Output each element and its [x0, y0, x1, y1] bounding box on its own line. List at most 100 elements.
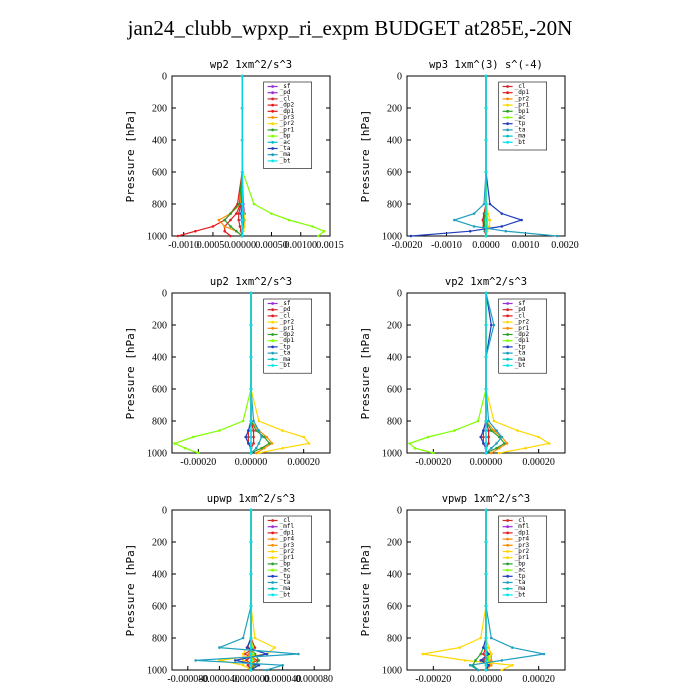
legend-marker [271, 134, 275, 138]
legend-marker [506, 357, 510, 361]
legend-label: _ta [515, 126, 526, 133]
data-point [484, 74, 488, 78]
x-tick-label: -0.00020 [180, 457, 216, 468]
legend-marker [271, 153, 275, 157]
data-point [482, 652, 485, 656]
legend-label: _ma [515, 585, 526, 592]
legend-marker [271, 333, 275, 336]
data-point [240, 138, 244, 142]
legend-label: _tp [515, 343, 526, 350]
legend-label: _ta [515, 350, 526, 357]
y-tick-label: 1000 [382, 666, 402, 677]
legend-label: _bp [280, 560, 291, 567]
data-point [484, 435, 488, 439]
data-point [176, 234, 180, 238]
data-point [246, 663, 250, 667]
legend-label: _dp1 [280, 337, 295, 344]
data-point [520, 218, 523, 222]
legend-marker [506, 364, 510, 367]
y-tick-label: 800 [152, 200, 167, 211]
legend-marker [271, 345, 275, 349]
data-point [500, 659, 504, 662]
legend-label: _ma [280, 356, 291, 363]
data-point [247, 442, 250, 445]
data-point [537, 435, 540, 439]
y-tick-label: 800 [387, 200, 402, 211]
y-tick-label: 800 [387, 417, 402, 428]
legend-marker [271, 519, 275, 522]
data-point [484, 291, 488, 295]
y-tick-label: 400 [387, 353, 402, 364]
legend-marker [506, 568, 510, 572]
legend-label: _tp [280, 343, 291, 350]
data-point [453, 218, 456, 222]
data-point [240, 234, 244, 238]
legend-marker [271, 364, 275, 367]
panel-upwp: upwp 1xm^2/s^3 Pressure [hPa] 0 200 400 600 80… [124, 493, 333, 685]
data-point [270, 442, 274, 445]
legend-marker [506, 91, 510, 95]
legend-label: _pr2 [515, 319, 530, 326]
legend-label: _ta [280, 579, 291, 586]
legend-label: _pr2 [515, 95, 530, 102]
x-tick-label: 0.000000 [232, 674, 270, 685]
data-point [249, 663, 253, 667]
data-point [474, 659, 477, 662]
data-point [223, 225, 226, 228]
data-point [489, 636, 493, 640]
data-point [249, 508, 253, 512]
legend-label: _pr4 [280, 536, 295, 543]
legend-label: _pr2 [280, 120, 295, 127]
data-point [252, 435, 255, 439]
data-point [482, 429, 485, 432]
data-point [194, 229, 197, 233]
y-tick-label: 400 [387, 136, 402, 147]
panel-vp2: vp2 1xm^2/s^3 Pressure [hPa] 0 200 400 600 800… [359, 276, 566, 468]
legend-marker [506, 556, 510, 560]
legend-marker [271, 128, 275, 132]
x-tick-label: 0.0000 [472, 240, 500, 251]
legend-marker [271, 581, 275, 584]
legend-label: _tp [515, 573, 526, 580]
x-tick-label: 0.00000 [470, 457, 503, 468]
data-point [249, 451, 253, 455]
data-point [487, 429, 490, 432]
data-point [500, 225, 504, 228]
y-tick-label: 200 [387, 104, 402, 115]
x-tick-label: -0.0010 [168, 240, 199, 251]
data-point [297, 652, 300, 656]
legend-label: _bt [280, 362, 291, 369]
data-point [500, 435, 504, 439]
data-point [484, 138, 488, 142]
legend-marker [506, 308, 510, 312]
data-point [511, 646, 514, 649]
data-point [500, 212, 504, 215]
data-point [249, 652, 253, 656]
series-line-tp [479, 510, 490, 671]
data-point [547, 442, 551, 445]
legend-marker [506, 134, 510, 138]
legend-label: _dp2 [280, 102, 295, 109]
data-point [254, 451, 258, 455]
legend-label: _pr4 [515, 536, 530, 543]
x-tick-label: 0.00020 [287, 457, 320, 468]
data-point [497, 451, 501, 455]
y-tick-label: 0 [162, 72, 167, 83]
data-point [484, 508, 488, 512]
series-line-pr1 [242, 510, 256, 671]
series-line-dp1 [172, 293, 252, 454]
x-tick-label: -0.0010 [431, 240, 462, 251]
series-line-tp [245, 293, 252, 453]
data-point [484, 106, 488, 110]
legend-label: _ac [515, 114, 526, 121]
data-point [484, 446, 488, 450]
legend-label: _ac [515, 567, 526, 574]
data-point [241, 636, 245, 640]
legend-label: _cl [515, 312, 526, 319]
data-point [484, 323, 488, 327]
legend-label: _pd [280, 89, 291, 96]
data-point [249, 435, 253, 439]
data-point [218, 429, 221, 432]
data-point [260, 446, 263, 450]
legend-label: _bp [515, 560, 526, 567]
